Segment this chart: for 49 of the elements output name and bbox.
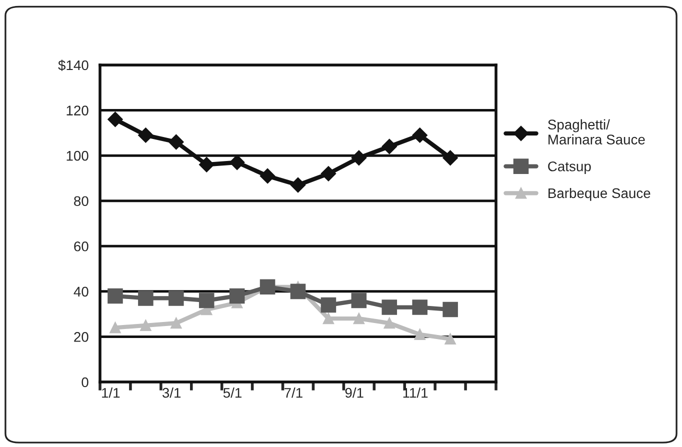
point	[140, 320, 152, 331]
y-tick-label: 20	[74, 332, 88, 342]
point	[168, 290, 184, 306]
point	[322, 313, 334, 324]
point	[229, 288, 245, 304]
point	[260, 168, 276, 184]
x-tick-label: 1/1	[102, 388, 120, 398]
point	[351, 150, 366, 166]
point	[138, 128, 154, 143]
point	[108, 288, 123, 304]
point	[353, 313, 364, 324]
y-tick-label: 40	[74, 286, 88, 297]
point	[442, 302, 458, 318]
point	[108, 112, 123, 127]
legend-label: Barbeque Sauce	[548, 188, 650, 201]
y-tick-label: $140	[58, 60, 88, 71]
point	[382, 138, 397, 154]
y-tick-label: 60	[74, 241, 88, 252]
point	[412, 300, 428, 315]
point	[168, 134, 184, 150]
point	[138, 290, 154, 306]
point	[382, 300, 398, 315]
point	[320, 166, 336, 182]
x-tick-label: 7/1	[284, 388, 302, 398]
point	[260, 279, 276, 295]
point	[110, 322, 121, 334]
x-tick-label: 5/1	[223, 388, 242, 398]
point	[444, 333, 456, 345]
point	[442, 150, 458, 166]
point	[384, 318, 395, 329]
point	[320, 297, 336, 313]
point	[412, 128, 428, 143]
point	[170, 318, 182, 329]
y-tick-label: 120	[66, 106, 88, 116]
point	[351, 292, 367, 308]
x-tick-label: 9/1	[345, 388, 364, 398]
x-tick-label: 11/1	[403, 388, 428, 398]
point	[198, 292, 214, 308]
point	[290, 177, 306, 193]
legend-label: Spaghetti/ Marinara Sauce	[548, 119, 645, 144]
point	[414, 328, 426, 340]
x-tick-label: 3/1	[162, 388, 181, 398]
point	[230, 154, 245, 170]
y-tick-label: 80	[74, 196, 88, 206]
point	[290, 284, 306, 300]
y-tick-label: 100	[66, 150, 88, 161]
point	[199, 157, 214, 172]
legend-label: Catsup	[548, 161, 591, 174]
y-tick-label: 0	[82, 377, 88, 388]
